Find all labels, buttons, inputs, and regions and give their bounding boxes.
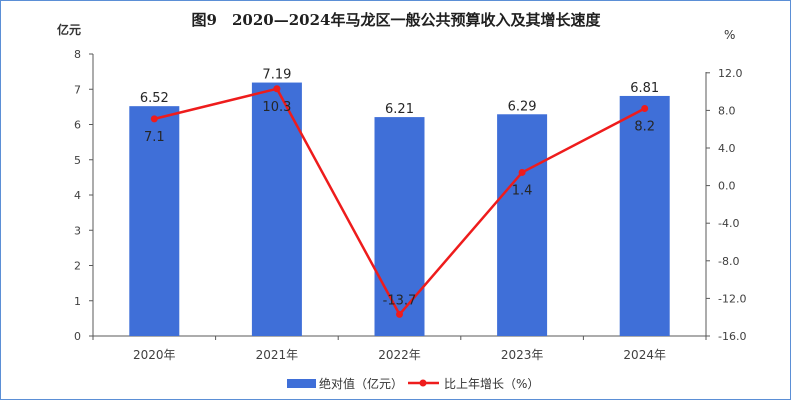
bar [251,82,302,337]
left-tick-label: 6 [74,119,81,132]
bar [497,114,548,336]
growth-point [150,115,158,123]
legend-line-marker [419,379,427,387]
bars-group [129,82,670,337]
right-tick-label: 0.0 [718,180,736,193]
growth-value-label: 8.2 [634,120,655,135]
bar-value-label: 6.29 [508,99,537,114]
data-labels-group: 6.52 7.19 6.21 6.29 6.81 7.1 10.3 -13.7 1.4 8.2 [140,68,659,309]
bar-value-label: 6.81 [630,81,659,96]
bar-value-label: 6.52 [140,91,169,106]
left-tick-label: 7 [74,83,81,96]
left-tick-label: 0 [74,330,81,343]
x-category-label: 2024年 [623,348,666,362]
growth-point [518,168,526,176]
growth-value-label: -13.7 [383,293,417,308]
growth-value-label: 10.3 [262,100,291,115]
growth-point [273,85,281,93]
growth-point [641,105,649,113]
x-category-label: 2021年 [256,348,299,362]
legend-bar-label: 绝对值（亿元） [319,376,403,391]
growth-point [396,310,403,318]
right-tick-label: -4.0 [718,217,739,230]
bar-value-label: 6.21 [385,102,414,117]
right-tick-label: -12.0 [718,292,746,305]
legend-bar-swatch [287,379,316,388]
bar [374,117,425,336]
legend: 绝对值（亿元） 比上年增长（%） [287,376,539,391]
right-axis-unit: % [724,28,735,42]
right-tick-label: 4.0 [718,142,736,155]
left-axis-unit: 亿元 [57,22,81,37]
x-category-label: 2023年 [501,348,544,362]
line-group [150,85,649,318]
chart-title: 图9 2020—2024年马龙区一般公共预算收入及其增长速度 [192,11,602,29]
bar [129,106,180,336]
growth-value-label: 7.1 [144,130,165,145]
x-category-label: 2022年 [378,348,421,362]
left-tick-label: 5 [74,154,81,167]
x-category-label: 2020年 [133,348,176,362]
growth-value-label: 1.4 [512,183,533,198]
right-tick-label: -8.0 [718,255,739,268]
axes-group: 0 1 2 3 4 5 6 7 8 -16.0 -12.0 -8.0 -4.0 0.0 4.0 8.0 12.0… [74,48,746,362]
bar-value-label: 7.19 [262,68,291,83]
right-tick-label: -16.0 [718,330,746,343]
right-tick-label: 12.0 [718,67,743,80]
left-tick-label: 8 [74,48,81,61]
bar [619,95,670,336]
left-tick-label: 2 [74,260,81,273]
right-tick-label: 8.0 [718,104,736,117]
left-tick-label: 1 [74,295,81,308]
left-tick-label: 3 [74,224,81,237]
left-tick-label: 4 [74,189,81,202]
legend-line-label: 比上年增长（%） [444,377,539,391]
